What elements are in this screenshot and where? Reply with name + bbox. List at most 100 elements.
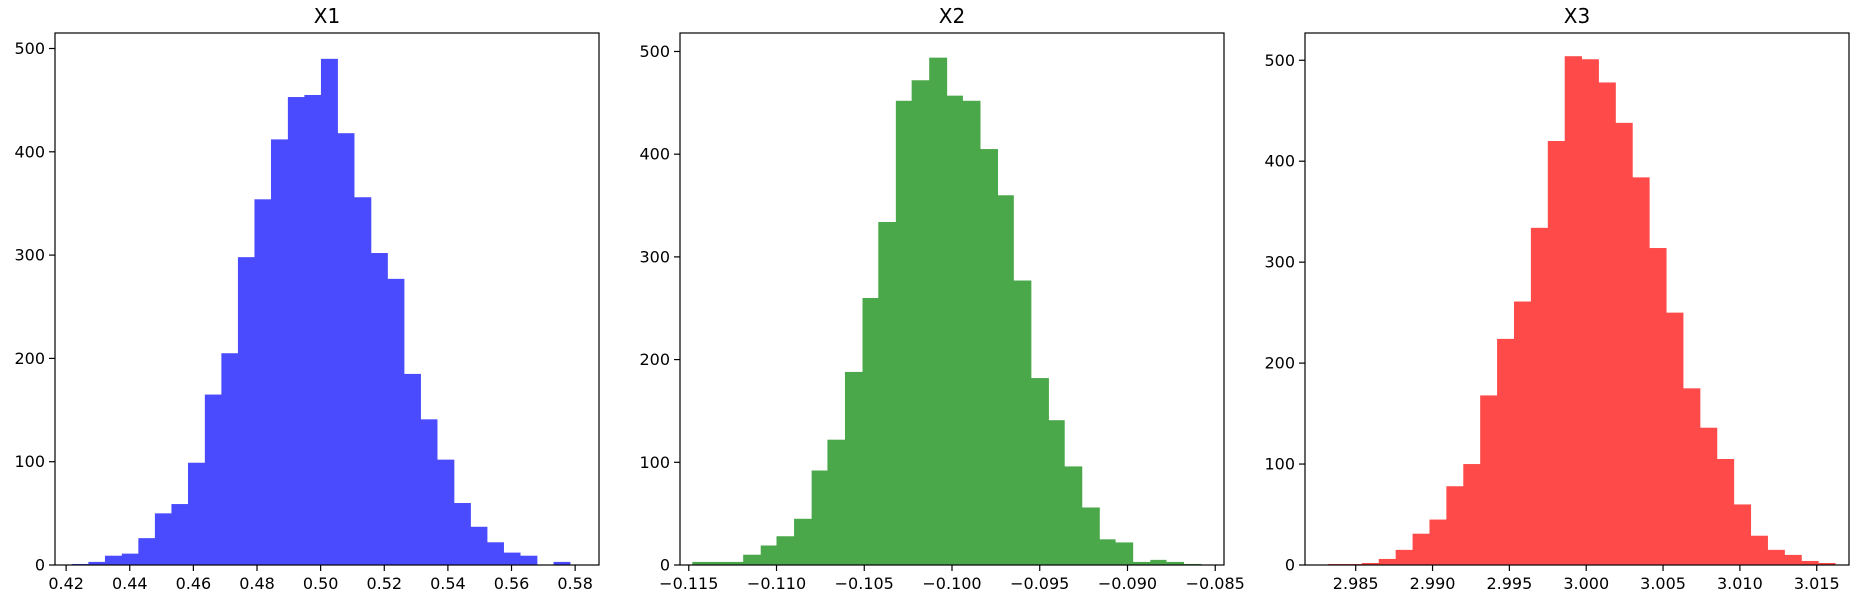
y-tick-label: 100 bbox=[14, 452, 45, 471]
y-tick-label: 400 bbox=[639, 145, 670, 164]
x-tick-label: 3.005 bbox=[1640, 574, 1686, 593]
histogram-bar bbox=[1716, 459, 1735, 565]
histogram-bar bbox=[1013, 280, 1032, 565]
histogram-bar bbox=[337, 133, 355, 565]
histogram-bar bbox=[1666, 312, 1684, 565]
x-tick-label: −0.095 bbox=[1010, 574, 1069, 593]
histogram-bar bbox=[437, 459, 455, 565]
histogram-bar bbox=[811, 470, 828, 565]
x-tick-label: −0.100 bbox=[922, 574, 981, 593]
histogram-bar bbox=[862, 297, 879, 565]
x-tick-label: 0.42 bbox=[48, 574, 84, 593]
axes-frame bbox=[54, 32, 600, 566]
chart-title: X2 bbox=[939, 4, 965, 28]
histogram-bar bbox=[1361, 562, 1380, 565]
histogram-bar bbox=[844, 371, 863, 565]
y-tick-label: 100 bbox=[639, 453, 670, 472]
x-tick-label: 2.985 bbox=[1333, 574, 1379, 593]
histogram-bar bbox=[1547, 141, 1566, 565]
y-tick-label: 500 bbox=[639, 42, 670, 61]
histogram-bar bbox=[1048, 420, 1065, 565]
histogram-bar bbox=[88, 561, 106, 565]
histogram-bar bbox=[121, 553, 139, 565]
histogram-bar bbox=[911, 80, 930, 566]
x-tick-label: −0.090 bbox=[1098, 574, 1157, 593]
histogram-bar bbox=[1801, 560, 1819, 565]
histogram-bar bbox=[1463, 464, 1481, 565]
histogram-bar bbox=[1150, 559, 1167, 565]
x-tick-label: 0.48 bbox=[239, 574, 275, 593]
chart-title: X3 bbox=[1564, 4, 1590, 28]
chart-title: X1 bbox=[314, 4, 340, 28]
histogram-bar bbox=[104, 555, 123, 565]
histogram-bar bbox=[1530, 227, 1549, 565]
histogram-bar bbox=[743, 554, 762, 565]
x-tick-label: 3.015 bbox=[1794, 574, 1840, 593]
histogram-bar bbox=[387, 278, 405, 565]
histogram-bar bbox=[895, 100, 913, 565]
histogram-bar bbox=[1598, 82, 1616, 565]
histogram-bar bbox=[1564, 56, 1583, 566]
y-tick-label: 200 bbox=[14, 349, 45, 368]
histogram-bar bbox=[354, 197, 372, 566]
histogram-bar bbox=[946, 95, 963, 565]
histogram-bar bbox=[1064, 466, 1083, 565]
histogram-bar bbox=[1615, 122, 1633, 566]
histogram-bar bbox=[403, 373, 421, 565]
histogram-bar bbox=[304, 94, 322, 565]
histogram-bar bbox=[271, 139, 289, 565]
histogram-panel-1: 0.42 0.44 0.46 0.48 0.50 0.52 0.54 0.56 0.58 0 100… bbox=[14, 4, 600, 593]
histogram-bar bbox=[287, 97, 305, 565]
x-tick-label: 3.010 bbox=[1717, 574, 1763, 593]
histogram-bar bbox=[1767, 549, 1785, 565]
histogram-bar bbox=[827, 439, 846, 565]
histogram-bar bbox=[1733, 504, 1752, 565]
x-tick-label: 0.44 bbox=[112, 574, 148, 593]
y-tick-label: 0 bbox=[35, 556, 45, 575]
histogram-bar bbox=[503, 552, 521, 565]
histogram-bar bbox=[1818, 562, 1836, 565]
histogram-bar bbox=[254, 199, 272, 565]
histogram-bar bbox=[997, 195, 1014, 565]
histogram-bar bbox=[1497, 338, 1515, 565]
histogram-bar bbox=[1581, 59, 1599, 566]
histogram-bar bbox=[138, 538, 156, 565]
histogram-bar bbox=[1395, 549, 1413, 565]
histogram-bar bbox=[1649, 248, 1667, 565]
histogram-bar bbox=[776, 536, 795, 565]
histogram-bar bbox=[1784, 554, 1802, 565]
y-tick-label: 300 bbox=[14, 246, 45, 265]
histogram-bar bbox=[1166, 561, 1185, 565]
histogram-bar bbox=[1030, 378, 1049, 565]
histogram-panel-2: −0.115 −0.110 −0.105 −0.100 −0.095 −0.090 −0.0… bbox=[639, 4, 1244, 593]
histogram-bar bbox=[1099, 539, 1116, 565]
y-tick-label: 200 bbox=[1264, 354, 1295, 373]
x-tick-label: 3.000 bbox=[1563, 574, 1609, 593]
y-tick-label: 400 bbox=[1264, 152, 1295, 171]
histogram-bar bbox=[794, 518, 813, 565]
histogram-bar bbox=[929, 57, 948, 565]
histogram-bars bbox=[71, 58, 571, 566]
histogram-bar bbox=[1632, 177, 1650, 565]
histogram-bar bbox=[1412, 533, 1430, 565]
axes-frame bbox=[1304, 32, 1850, 566]
histogram-bar bbox=[1683, 388, 1701, 565]
histogram-bar bbox=[878, 221, 897, 566]
histogram-bars bbox=[1328, 56, 1836, 566]
y-tick-label: 0 bbox=[1285, 556, 1295, 575]
y-tick-label: 0 bbox=[660, 556, 670, 575]
histogram-bar bbox=[487, 542, 504, 565]
histogram-bar bbox=[1480, 395, 1498, 565]
histogram-bar bbox=[1429, 519, 1447, 565]
histogram-bar bbox=[760, 545, 777, 565]
histogram-bar bbox=[553, 561, 571, 565]
histogram-bar bbox=[520, 555, 538, 565]
histogram-bar bbox=[204, 394, 222, 565]
x-tick-label: −0.105 bbox=[835, 574, 894, 593]
x-tick-label: −0.085 bbox=[1186, 574, 1245, 593]
histogram-bars bbox=[692, 57, 1202, 566]
x-tick-label: −0.115 bbox=[659, 574, 718, 593]
histogram-bar bbox=[1750, 535, 1768, 565]
histogram-bar bbox=[709, 561, 727, 565]
y-tick-label: 100 bbox=[1264, 455, 1295, 474]
